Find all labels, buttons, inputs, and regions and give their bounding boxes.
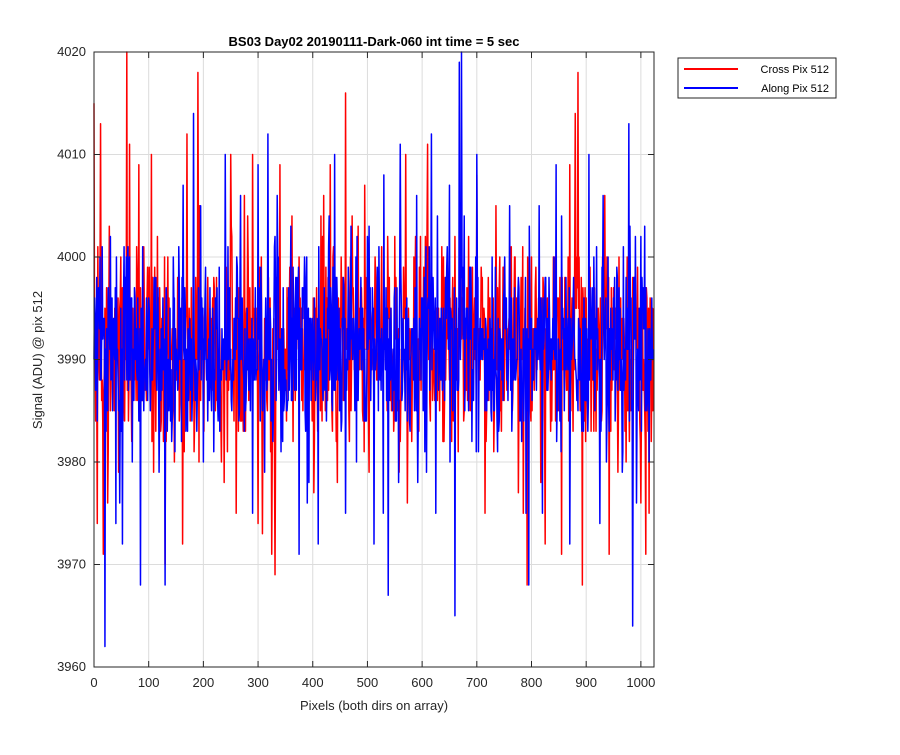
y-tick-label: 3970	[57, 557, 86, 572]
y-tick-label: 4010	[57, 147, 86, 162]
x-tick-label: 200	[193, 675, 215, 690]
legend-label-cross: Cross Pix 512	[761, 64, 829, 76]
x-tick-label: 100	[138, 675, 160, 690]
x-tick-label: 0	[90, 675, 97, 690]
x-tick-label: 700	[466, 675, 488, 690]
legend-box	[677, 57, 837, 99]
y-tick-label: 4000	[57, 249, 86, 264]
x-tick-label: 400	[302, 675, 324, 690]
legend: Cross Pix 512 Along Pix 512	[677, 57, 837, 99]
x-axis-label: Pixels (both dirs on array)	[300, 698, 448, 713]
y-tick-label: 3990	[57, 352, 86, 367]
ticks	[93, 51, 654, 668]
x-tick-label: 800	[521, 675, 543, 690]
x-tick-label: 500	[357, 675, 379, 690]
y-tick-label: 3980	[57, 454, 86, 469]
legend-label-along: Along Pix 512	[761, 83, 829, 95]
x-tick-label: 600	[411, 675, 433, 690]
x-tick-label: 1000	[626, 675, 655, 690]
chart-title: BS03 Day02 20190111-Dark-060 int time = …	[229, 34, 520, 49]
x-tick-label: 300	[247, 675, 269, 690]
y-tick-label: 4020	[57, 44, 86, 59]
series-line-along-pix	[93, 51, 655, 648]
tick-labels: 0 100 200 300 400 500 600 700 800 900 1000 3960 3970…	[57, 44, 655, 690]
series-layer	[93, 51, 655, 648]
y-tick-label: 3960	[57, 659, 86, 674]
y-axis-label: Signal (ADU) @ pix 512	[30, 291, 45, 429]
x-tick-label: 900	[575, 675, 597, 690]
